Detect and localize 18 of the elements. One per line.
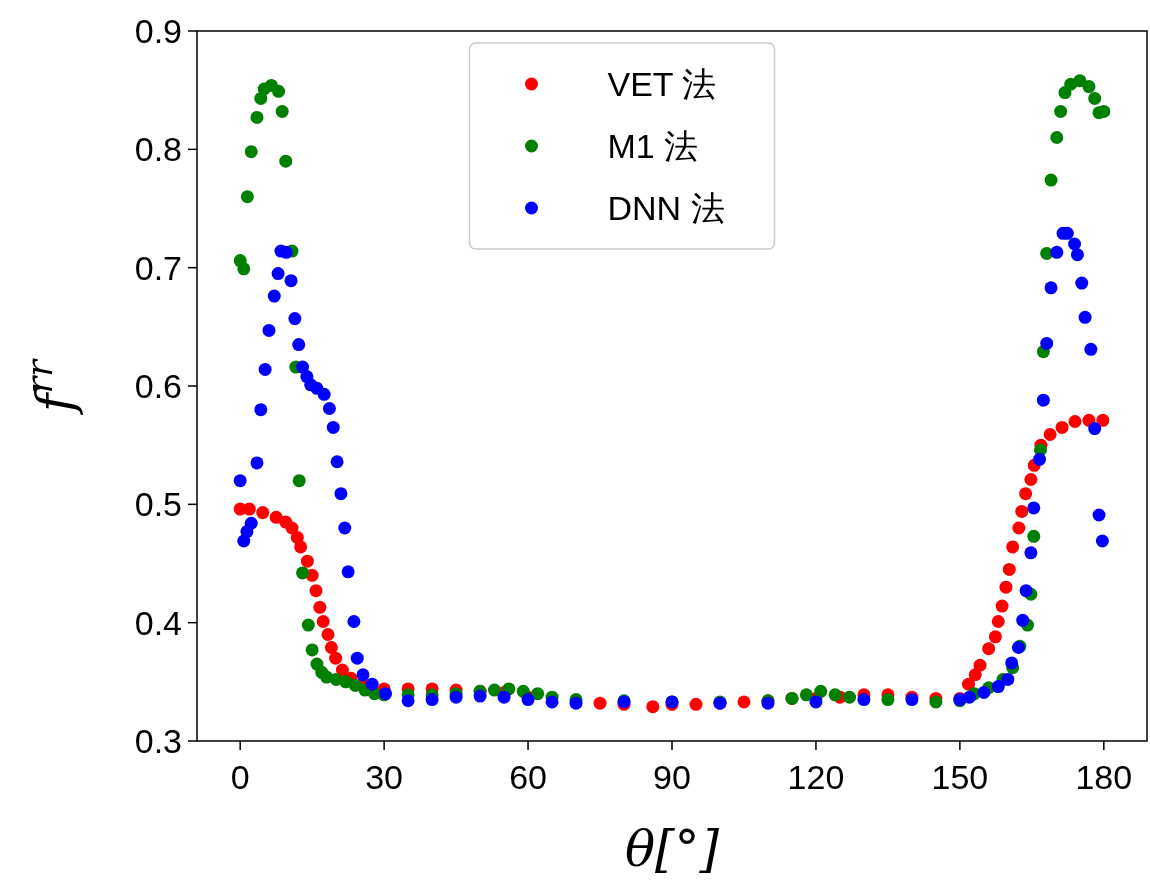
x-tick-label: 150	[931, 758, 989, 796]
y-tick-label: 0.8	[134, 130, 182, 169]
legend-label: VET 法	[607, 65, 717, 103]
y-tick-label: 0.5	[134, 485, 182, 524]
x-tick-label: 90	[653, 758, 691, 796]
y-tick-label: 0.9	[134, 12, 182, 50]
x-tick-label: 0	[230, 758, 250, 796]
x-tick-label: 120	[787, 758, 845, 796]
legend-label: M1 法	[607, 127, 699, 165]
x-tick-label: 60	[509, 758, 547, 796]
x-tick-label: 180	[1075, 758, 1133, 796]
y-tick-label: 0.6	[134, 367, 182, 405]
legend-label: DNN 法	[607, 189, 725, 227]
y-tick-label: 0.4	[134, 603, 182, 642]
y-tick-label: 0.7	[134, 248, 182, 287]
x-axis-title: θ[°]	[624, 820, 720, 878]
y-tick-label: 0.3	[134, 722, 182, 760]
x-tick-label: 30	[365, 758, 404, 796]
